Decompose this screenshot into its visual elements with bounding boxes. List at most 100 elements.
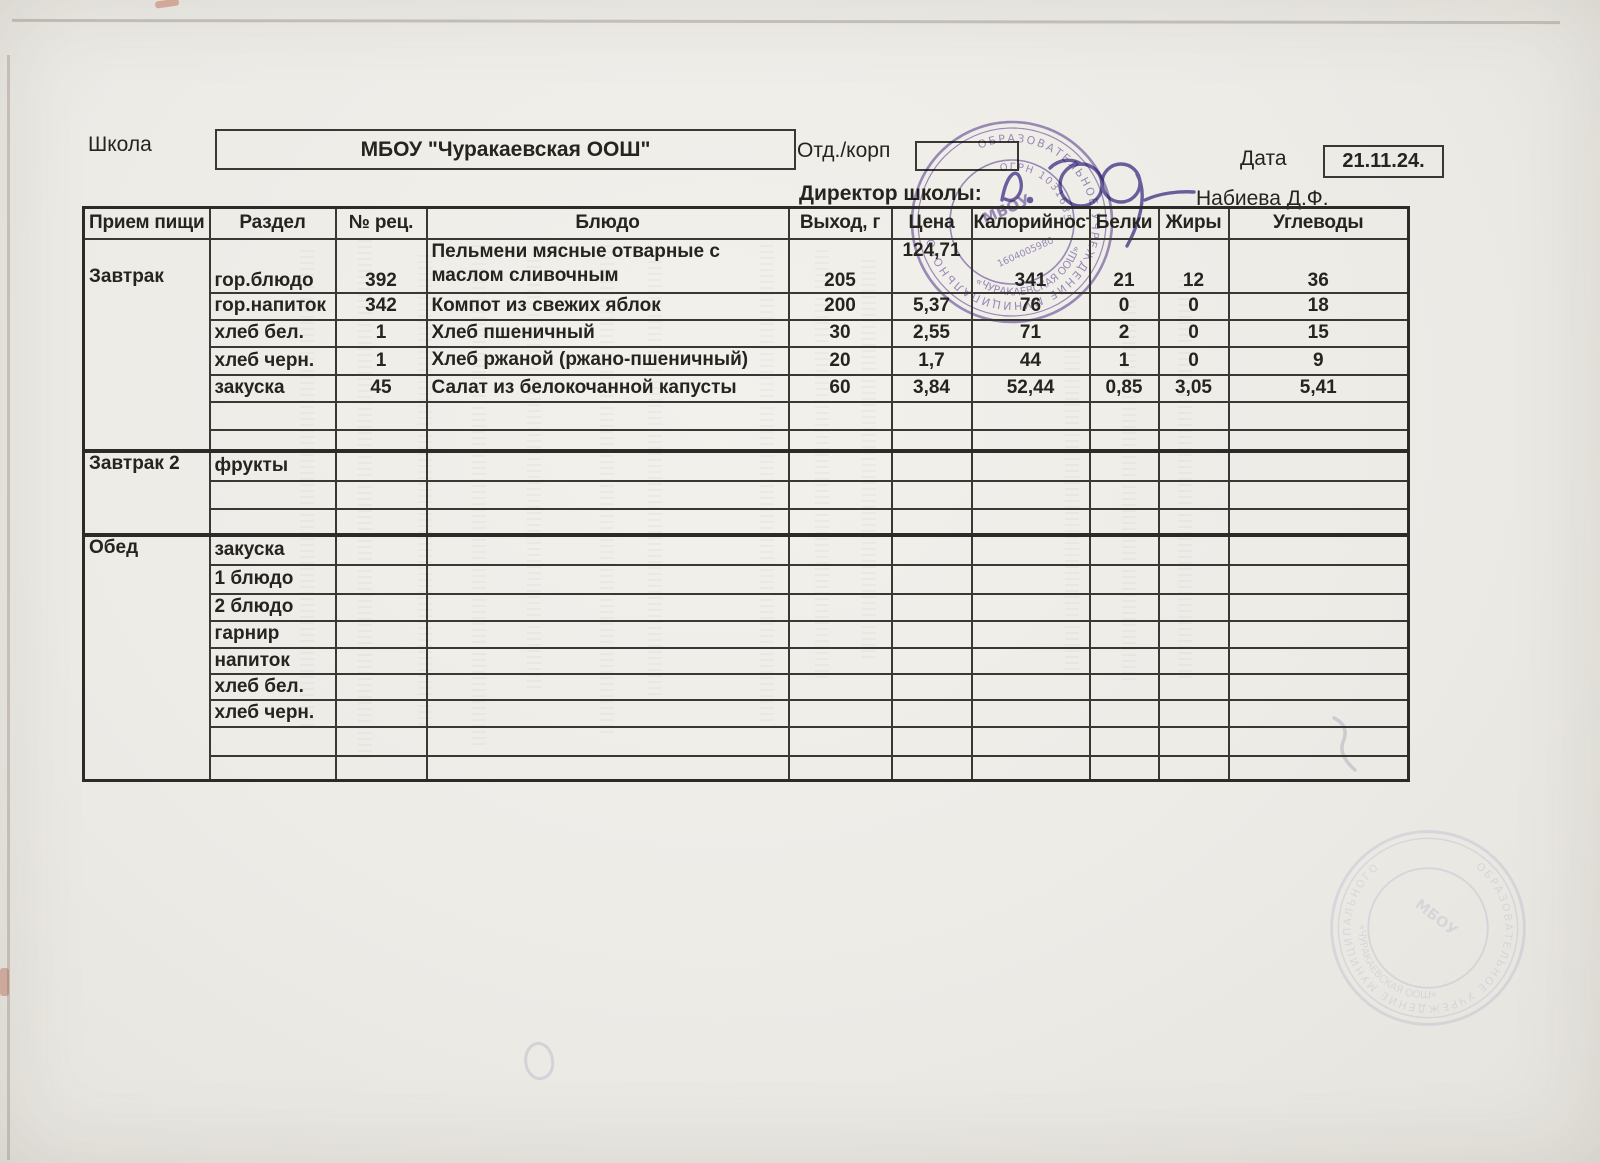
empty-cell: [970, 400, 1091, 431]
stamp-org-short: МБОУ: [1412, 897, 1460, 940]
cell-price: 124,71: [890, 237, 973, 294]
cell-calories: 71: [970, 318, 1091, 348]
table-row: напиток: [84, 646, 1410, 675]
table-row: хлеб черн. 1 Хлеб ржаной (ржано-пшеничны…: [84, 345, 1410, 376]
cell-calories: 44: [970, 345, 1091, 376]
empty-cell: [425, 400, 790, 431]
col-header-section: Раздел: [208, 206, 337, 240]
empty-cell: [1088, 507, 1160, 536]
empty-cell: [970, 479, 1091, 510]
empty-cell: [425, 646, 790, 675]
empty-cell: [1088, 400, 1160, 431]
empty-cell: [1088, 532, 1160, 566]
table-row: Обед закуска: [82, 532, 1410, 782]
empty-cell: [890, 672, 973, 701]
empty-cell: [334, 479, 428, 510]
empty-cell: [334, 646, 428, 675]
director-name: Набиева Д.Ф.: [1196, 187, 1329, 210]
empty-cell: [334, 619, 428, 649]
empty-cell: [208, 754, 337, 782]
empty-cell: [890, 479, 973, 510]
table-row: закуска 45 Салат из белокочанной капусты…: [84, 373, 1410, 403]
cell-protein: 21: [1088, 237, 1160, 294]
empty-cell: [425, 592, 790, 622]
meal-breakfast-2: Завтрак 2: [82, 448, 211, 536]
cell-recipe: 1: [334, 318, 428, 348]
empty-cell: [890, 619, 973, 649]
empty-cell: [970, 532, 1091, 566]
table-row: Завтрак 2 фрукты: [82, 448, 1410, 536]
empty-cell: [1227, 448, 1410, 482]
empty-cell: [787, 532, 893, 566]
cell-price: 1,7: [890, 345, 973, 376]
cell-dish: Салат из белокочанной капусты: [425, 373, 790, 403]
table-row: хлеб черн.: [84, 698, 1410, 728]
empty-cell: [787, 698, 893, 728]
empty-cell: [334, 754, 428, 782]
col-header-meal: Прием пищи: [82, 206, 211, 240]
cell-output: 205: [787, 237, 893, 294]
cell-recipe: 342: [334, 291, 428, 321]
cell-razdel: хлеб бел.: [208, 318, 337, 348]
scan-edge-top: [11, 18, 1561, 25]
cell-protein: 0: [1088, 291, 1160, 321]
cell-carbs: 18: [1227, 291, 1410, 321]
empty-cell: [1157, 592, 1230, 622]
dept-label: Отд./корп: [797, 139, 891, 162]
cell-razdel: закуска: [208, 373, 337, 403]
cell-razdel: 1 блюдо: [208, 563, 337, 595]
cell-protein: 2: [1088, 318, 1160, 348]
empty-cell: [787, 507, 893, 536]
cell-razdel: 2 блюдо: [208, 592, 337, 622]
empty-cell: [1227, 592, 1410, 622]
empty-cell: [970, 754, 1091, 782]
scan-edge-left: [7, 55, 10, 1160]
empty-cell: [1088, 754, 1160, 782]
empty-cell: [334, 698, 428, 728]
empty-cell: [787, 448, 893, 482]
empty-cell: [970, 698, 1091, 728]
cell-fat: 0: [1157, 345, 1230, 376]
empty-cell: [1227, 619, 1410, 649]
col-header-protein: Белки: [1088, 206, 1160, 240]
empty-cell: [334, 507, 428, 536]
table-row: 1 блюдо: [84, 563, 1410, 595]
meal-lunch: Обед: [82, 532, 211, 782]
cell-carbs: 36: [1227, 237, 1410, 294]
cell-carbs: 9: [1227, 345, 1410, 376]
school-name-box: МБОУ "Чуракаевская ООШ": [215, 129, 796, 170]
scan-speck: [0, 968, 9, 996]
col-header-fat: Жиры: [1157, 206, 1230, 240]
cell-calories: 76: [970, 291, 1091, 321]
pencil-mark: [519, 1038, 559, 1084]
empty-cell: [1227, 698, 1410, 728]
cell-razdel: хлеб черн.: [208, 345, 337, 376]
empty-cell: [970, 592, 1091, 622]
empty-cell: [970, 448, 1091, 482]
empty-cell: [1157, 698, 1230, 728]
table-row: [84, 400, 1410, 431]
empty-cell: [425, 672, 790, 701]
cell-razdel: фрукты: [208, 448, 337, 482]
empty-cell: [425, 619, 790, 649]
empty-cell: [425, 563, 790, 595]
table-row: Завтрак гор.блюдо 392 Пельмени мясные от…: [82, 237, 1410, 452]
table-row: гарнир: [84, 619, 1410, 649]
empty-cell: [787, 754, 893, 782]
table-row: [84, 754, 1410, 782]
empty-cell: [1157, 532, 1230, 566]
school-label: Школа: [88, 133, 152, 156]
empty-cell: [1088, 563, 1160, 595]
cell-calories: 52,44: [970, 373, 1091, 403]
table-header-row: Прием пищи Раздел № рец. Блюдо Выход, г …: [82, 206, 1410, 240]
empty-cell: [787, 725, 893, 757]
cell-razdel: гор.блюдо: [208, 237, 337, 294]
col-header-recipe: № рец.: [334, 206, 428, 240]
empty-cell: [970, 507, 1091, 536]
empty-cell: [1088, 646, 1160, 675]
cell-carbs: 5,41: [1227, 373, 1410, 403]
cell-price: 2,55: [890, 318, 973, 348]
empty-cell: [1088, 428, 1160, 452]
empty-cell: [1157, 646, 1230, 675]
empty-cell: [1227, 646, 1410, 675]
